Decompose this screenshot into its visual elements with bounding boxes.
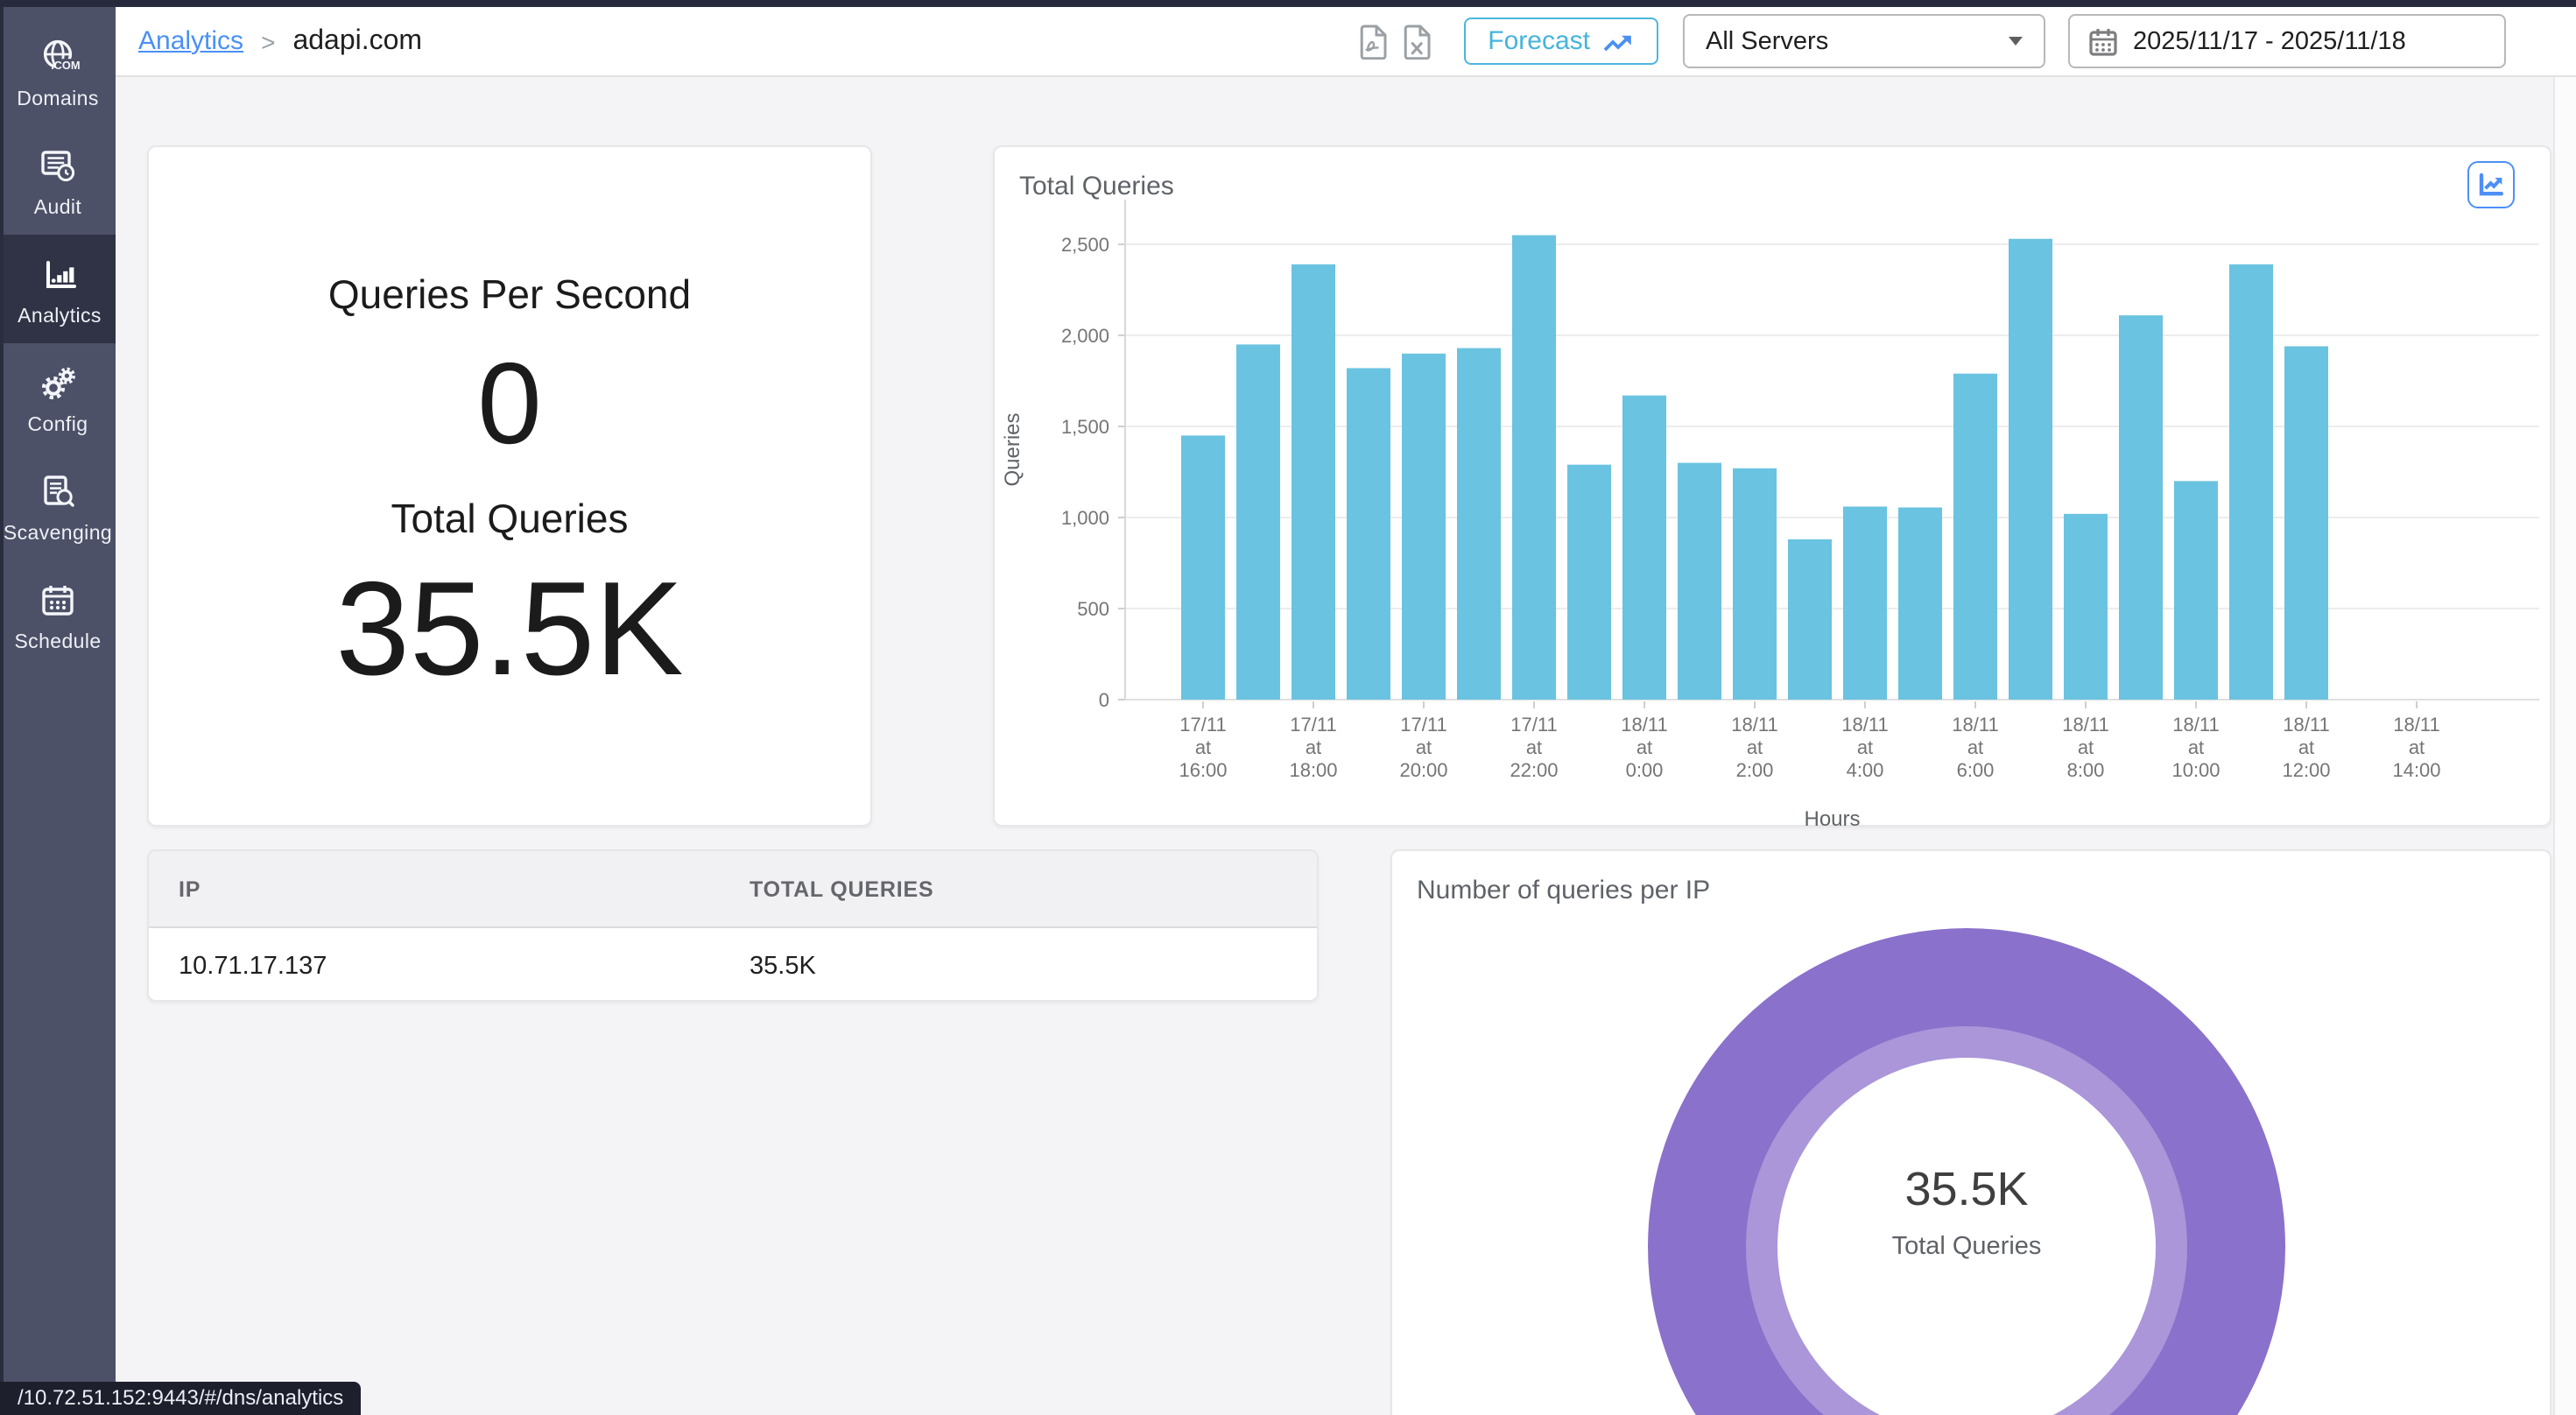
sidebar-item-audit[interactable]: Audit <box>0 126 116 235</box>
link-preview-tooltip: /10.72.51.152:9443/#/dns/analytics <box>0 1382 362 1415</box>
calendar-icon <box>2089 28 2117 55</box>
audit-log-icon <box>41 150 75 181</box>
sidebar-item-analytics[interactable]: Analytics <box>0 235 116 343</box>
sidebar-item-label: Schedule <box>14 631 102 652</box>
table-header-total-queries: TOTAL QUERIES <box>750 876 934 901</box>
queries-per-second-card: Queries Per Second 0 Total Queries 35.5K <box>147 145 872 827</box>
qps-value: 0 <box>477 337 542 468</box>
server-select-value: All Servers <box>1706 27 1829 55</box>
sidebar: .COM Domains Audit Analytics <box>0 7 116 1415</box>
forecast-button[interactable]: Forecast <box>1463 18 1658 65</box>
qps-label: Queries Per Second <box>327 271 692 317</box>
topbar: Analytics > adapi.com Forecast <box>116 7 2576 77</box>
line-chart-icon <box>2479 172 2503 196</box>
chevron-down-icon <box>2009 37 2023 46</box>
donut-center-value: 35.5K <box>1904 1163 2029 1215</box>
trend-up-icon <box>1603 34 1631 51</box>
svg-text:500: 500 <box>1077 598 1109 620</box>
export-pdf-button[interactable] <box>1358 24 1388 59</box>
window-top-strip <box>0 0 2576 7</box>
sidebar-item-label: Audit <box>33 197 82 218</box>
table-cell-ip: 10.71.17.137 <box>179 952 327 980</box>
chart-type-toggle-button[interactable] <box>2467 161 2515 208</box>
svg-text:0: 0 <box>1099 689 1109 711</box>
schedule-calendar-icon <box>42 585 74 615</box>
sidebar-item-config[interactable]: Config <box>0 343 116 452</box>
breadcrumb-separator: > <box>261 27 276 55</box>
svg-text:2,000: 2,000 <box>1061 325 1109 347</box>
donut-center-label: Total Queries <box>1891 1233 2042 1261</box>
server-select[interactable]: All Servers <box>1683 14 2045 68</box>
sidebar-item-label: Scavenging <box>3 523 113 544</box>
donut-hole <box>1777 1058 2156 1415</box>
sidebar-item-label: Domains <box>17 88 99 109</box>
svg-text:1,000: 1,000 <box>1061 507 1109 529</box>
vertical-scrollbar[interactable] <box>2553 77 2576 1415</box>
svg-text:2,500: 2,500 <box>1061 234 1109 256</box>
total-queries-value: 35.5K <box>335 555 684 705</box>
sidebar-item-scavenging[interactable]: Scavenging <box>0 452 116 560</box>
export-excel-button[interactable] <box>1402 24 1432 59</box>
breadcrumb-analytics-link[interactable]: Analytics <box>138 26 244 56</box>
sidebar-item-label: Analytics <box>18 306 102 327</box>
total-queries-bar-chart[interactable]: 0 500 1,000 1,500 2,000 2,500 17/11 at 16:00 17/1… <box>995 147 2553 828</box>
window-left-edge <box>0 0 4 1415</box>
table-row: 10.71.17.137 35.5K <box>149 928 1317 1000</box>
donut-chart-title: Number of queries per IP <box>1417 876 1711 905</box>
queries-per-ip-table: IP TOTAL QUERIES 10.71.17.137 35.5K <box>147 849 1319 1002</box>
pdf-file-icon <box>1359 24 1386 59</box>
svg-text:1,500: 1,500 <box>1061 416 1109 438</box>
analytics-chart-icon <box>46 260 76 287</box>
sidebar-item-domains[interactable]: .COM Domains <box>0 18 116 126</box>
svg-text:Queries: Queries <box>1001 412 1024 486</box>
sidebar-item-schedule[interactable]: Schedule <box>0 560 116 669</box>
svg-text:.COM: .COM <box>51 58 80 71</box>
total-queries-label: Total Queries <box>391 496 629 542</box>
config-gears-icon <box>41 366 76 399</box>
date-range-picker[interactable]: 2025/11/17 - 2025/11/18 <box>2068 14 2506 68</box>
breadcrumb-current-zone: adapi.com <box>292 25 423 55</box>
forecast-button-label: Forecast <box>1488 26 1590 56</box>
svg-text:Hours: Hours <box>1804 807 1860 828</box>
excel-file-icon <box>1403 24 1430 59</box>
domains-globe-icon: .COM <box>43 39 81 71</box>
queries-per-ip-donut-card: Number of queries per IP 35.5K Total Que… <box>1390 849 2551 1415</box>
table-header-row: IP TOTAL QUERIES <box>149 851 1317 928</box>
total-queries-chart-card: Total Queries 0 500 1,000 1,500 2,000 2,500 17… <box>993 145 2553 828</box>
chart-title: Total Queries <box>1019 172 1174 201</box>
table-header-ip: IP <box>179 876 201 901</box>
date-range-value: 2025/11/17 - 2025/11/18 <box>2133 27 2406 55</box>
sidebar-item-label: Config <box>27 414 88 435</box>
scavenging-search-icon <box>44 475 74 506</box>
table-cell-total-queries: 35.5K <box>750 952 816 980</box>
